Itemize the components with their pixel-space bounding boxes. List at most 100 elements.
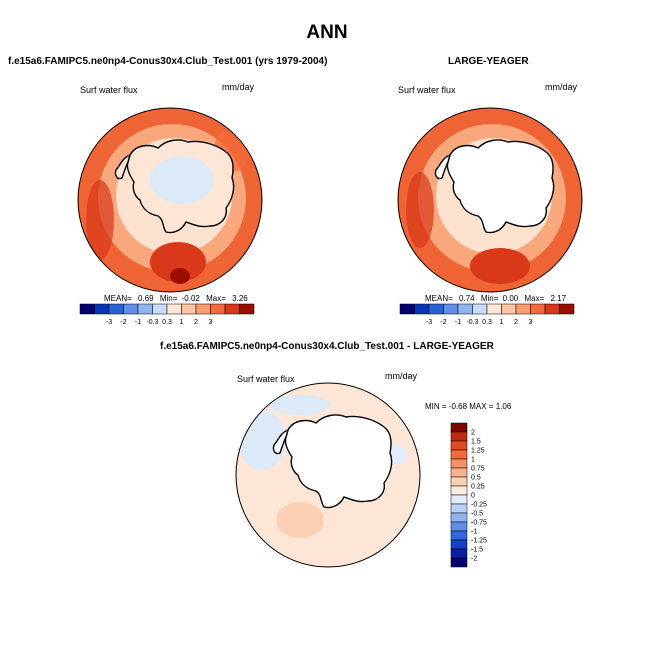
panel3-colorbar-tick-label: 1 [471, 457, 475, 464]
panel3-map [236, 383, 420, 567]
panel3-colorbar-box [450, 548, 468, 559]
panel2-colorbar-box [559, 303, 575, 315]
panel1-mean-value: 0.69 [138, 294, 154, 303]
panel3-colorbar-box [450, 431, 468, 442]
panel1-west-patch [86, 180, 114, 260]
panel1-colorbar-tick-label: 2 [194, 319, 198, 326]
panel1-map-border [77, 107, 263, 293]
panel1-max-value: 3.26 [232, 294, 248, 303]
panel1-map [78, 108, 262, 292]
main-title: ANN [306, 22, 348, 43]
panel1-max-patch [170, 268, 190, 284]
panel3-colorbar-tick-label: 0 [471, 493, 475, 500]
panel3-colorbar-tick-label: -0.5 [471, 511, 483, 518]
panel3-colorbar-box [450, 440, 468, 451]
panel2-colorbar-box [530, 303, 546, 315]
panel2-colorbar-box [414, 303, 430, 315]
panel3-colorbar-box [450, 539, 468, 550]
panel3-colorbar-tick-label: -0.25 [471, 502, 487, 509]
panel3-colorbar-tick-label: 1.25 [471, 448, 485, 455]
panel2-colorbar-box [515, 303, 531, 315]
panel3-colorbar-tick-label: 0.5 [471, 475, 481, 482]
panel2-mean-value: 0.74 [459, 294, 475, 303]
panel1-colorbar-box [166, 303, 182, 315]
panel3-colorbar-box [450, 512, 468, 523]
panel2-colorbar-tick-label: -1 [455, 319, 461, 326]
panel1-variable-label: Surf water flux [80, 85, 138, 95]
panel1-colorbar-box [195, 303, 211, 315]
panel3-colorbar: 2 1.5 1.25 1 0.75 0.5 0.25 0 -0.25 -0.5 -0.75 -1 -1.… [450, 422, 487, 568]
panel2-colorbar-box [472, 303, 488, 315]
panel2-colorbar-tick-label: 3 [529, 319, 533, 326]
panel3-map-border [235, 382, 421, 568]
panel3-colorbar-box [450, 476, 468, 487]
panel2-colorbar-box [457, 303, 473, 315]
panel3-colorbar-tick-label: -2 [471, 556, 477, 563]
panel3-colorbar-tick-label: 2 [471, 430, 475, 437]
panel2-colorbar-tick-label: 0.3 [482, 319, 492, 326]
panel1-colorbar-box [94, 303, 110, 315]
panel2-colorbar-box [399, 303, 415, 315]
panel2-colorbar-tick-label: 2 [514, 319, 518, 326]
panel3-colorbar-box [450, 422, 468, 433]
panel3-positive-patch [276, 502, 324, 538]
panel1-colorbar-box [108, 303, 124, 315]
panel2-min-value: 0.00 [502, 294, 519, 303]
panel3-colorbar-box [450, 494, 468, 505]
panel3-colorbar-tick-label: 0.25 [471, 484, 485, 491]
panel3-colorbar-box [450, 530, 468, 541]
panel1-colorbar-tick-label: 3 [209, 319, 213, 326]
panel3-variable-label: Surf water flux [237, 374, 295, 384]
panel1-colorbar-tick-label: -1 [135, 319, 141, 326]
panel1-colorbar-box [181, 303, 197, 315]
panel2-map-border [397, 107, 583, 293]
panel2-map [398, 108, 582, 292]
panel1-colorbar-box [79, 303, 95, 315]
panel1-stats: MEAN= 0.69 Min= -0.02 Max= 3.26 [104, 294, 248, 303]
panel3-units-label: mm/day [385, 371, 418, 381]
panel2-units-label: mm/day [545, 82, 578, 92]
panel2-colorbar-box [501, 303, 517, 315]
panel1-mean-label: MEAN= [104, 294, 132, 303]
panel1-colorbar-box [152, 303, 168, 315]
panel3-colorbar-tick-label: -1.5 [471, 547, 483, 554]
panel1-colorbar-box [224, 303, 240, 315]
panel3-colorbar-box [450, 449, 468, 460]
panel1-colorbar-box [123, 303, 139, 315]
panel3-colorbar-box [450, 467, 468, 478]
panel2-mean-label: MEAN= [425, 294, 453, 303]
panel1-title: f.e15a6.FAMIPC5.ne0np4-Conus30x4.Club_Te… [8, 56, 328, 67]
panel3-min-max-stats: MIN = -0.68 MAX = 1.06 [425, 402, 512, 411]
panel2-colorbar-box [428, 303, 444, 315]
panel2-max-label: Max= [524, 294, 545, 303]
panel1-colorbar-tick-label: -2 [120, 319, 126, 326]
panel2-colorbar-box [544, 303, 560, 315]
panel2-strong-patch [470, 248, 530, 284]
panel1-units-label: mm/day [222, 82, 255, 92]
panel1-colorbar-box [239, 303, 255, 315]
panel1-colorbar-tick-label: -0.3 [146, 319, 158, 326]
panel1-colorbar-tick-label: 0.3 [162, 319, 172, 326]
panel3-colorbar-tick-label: 0.75 [471, 466, 485, 473]
panel3-colorbar-box [450, 521, 468, 532]
panel1-colorbar-box [210, 303, 226, 315]
panel1-min-value: -0.02 [181, 294, 200, 303]
panel2-variable-label: Surf water flux [398, 85, 456, 95]
panel2-west-patch [406, 172, 434, 248]
panel2-colorbar: -3 -2 -1 -0.3 0.3 1 2 3 [399, 303, 575, 326]
panel3-colorbar-box [450, 557, 468, 568]
panel2-title: LARGE-YEAGER [448, 56, 529, 67]
panel1-colorbar: -3 -2 -1 -0.3 0.3 1 2 3 [79, 303, 255, 326]
panel2-stats: MEAN= 0.74 Min= 0.00 Max= 2.17 [425, 294, 566, 303]
panel3-negative-patch-north [270, 395, 330, 415]
panel2-min-label: Min= [480, 294, 499, 303]
panel1-strong-patch [150, 242, 206, 282]
panel3-colorbar-box [450, 485, 468, 496]
panel2-colorbar-tick-label: 1 [500, 319, 504, 326]
panel1-antarctic-blue [150, 156, 214, 204]
panel3-colorbar-tick-label: -1.25 [471, 538, 487, 545]
panel2-colorbar-box [443, 303, 459, 315]
panel2-colorbar-tick-label: -3 [426, 319, 432, 326]
panel1-colorbar-tick-label: 1 [180, 319, 184, 326]
